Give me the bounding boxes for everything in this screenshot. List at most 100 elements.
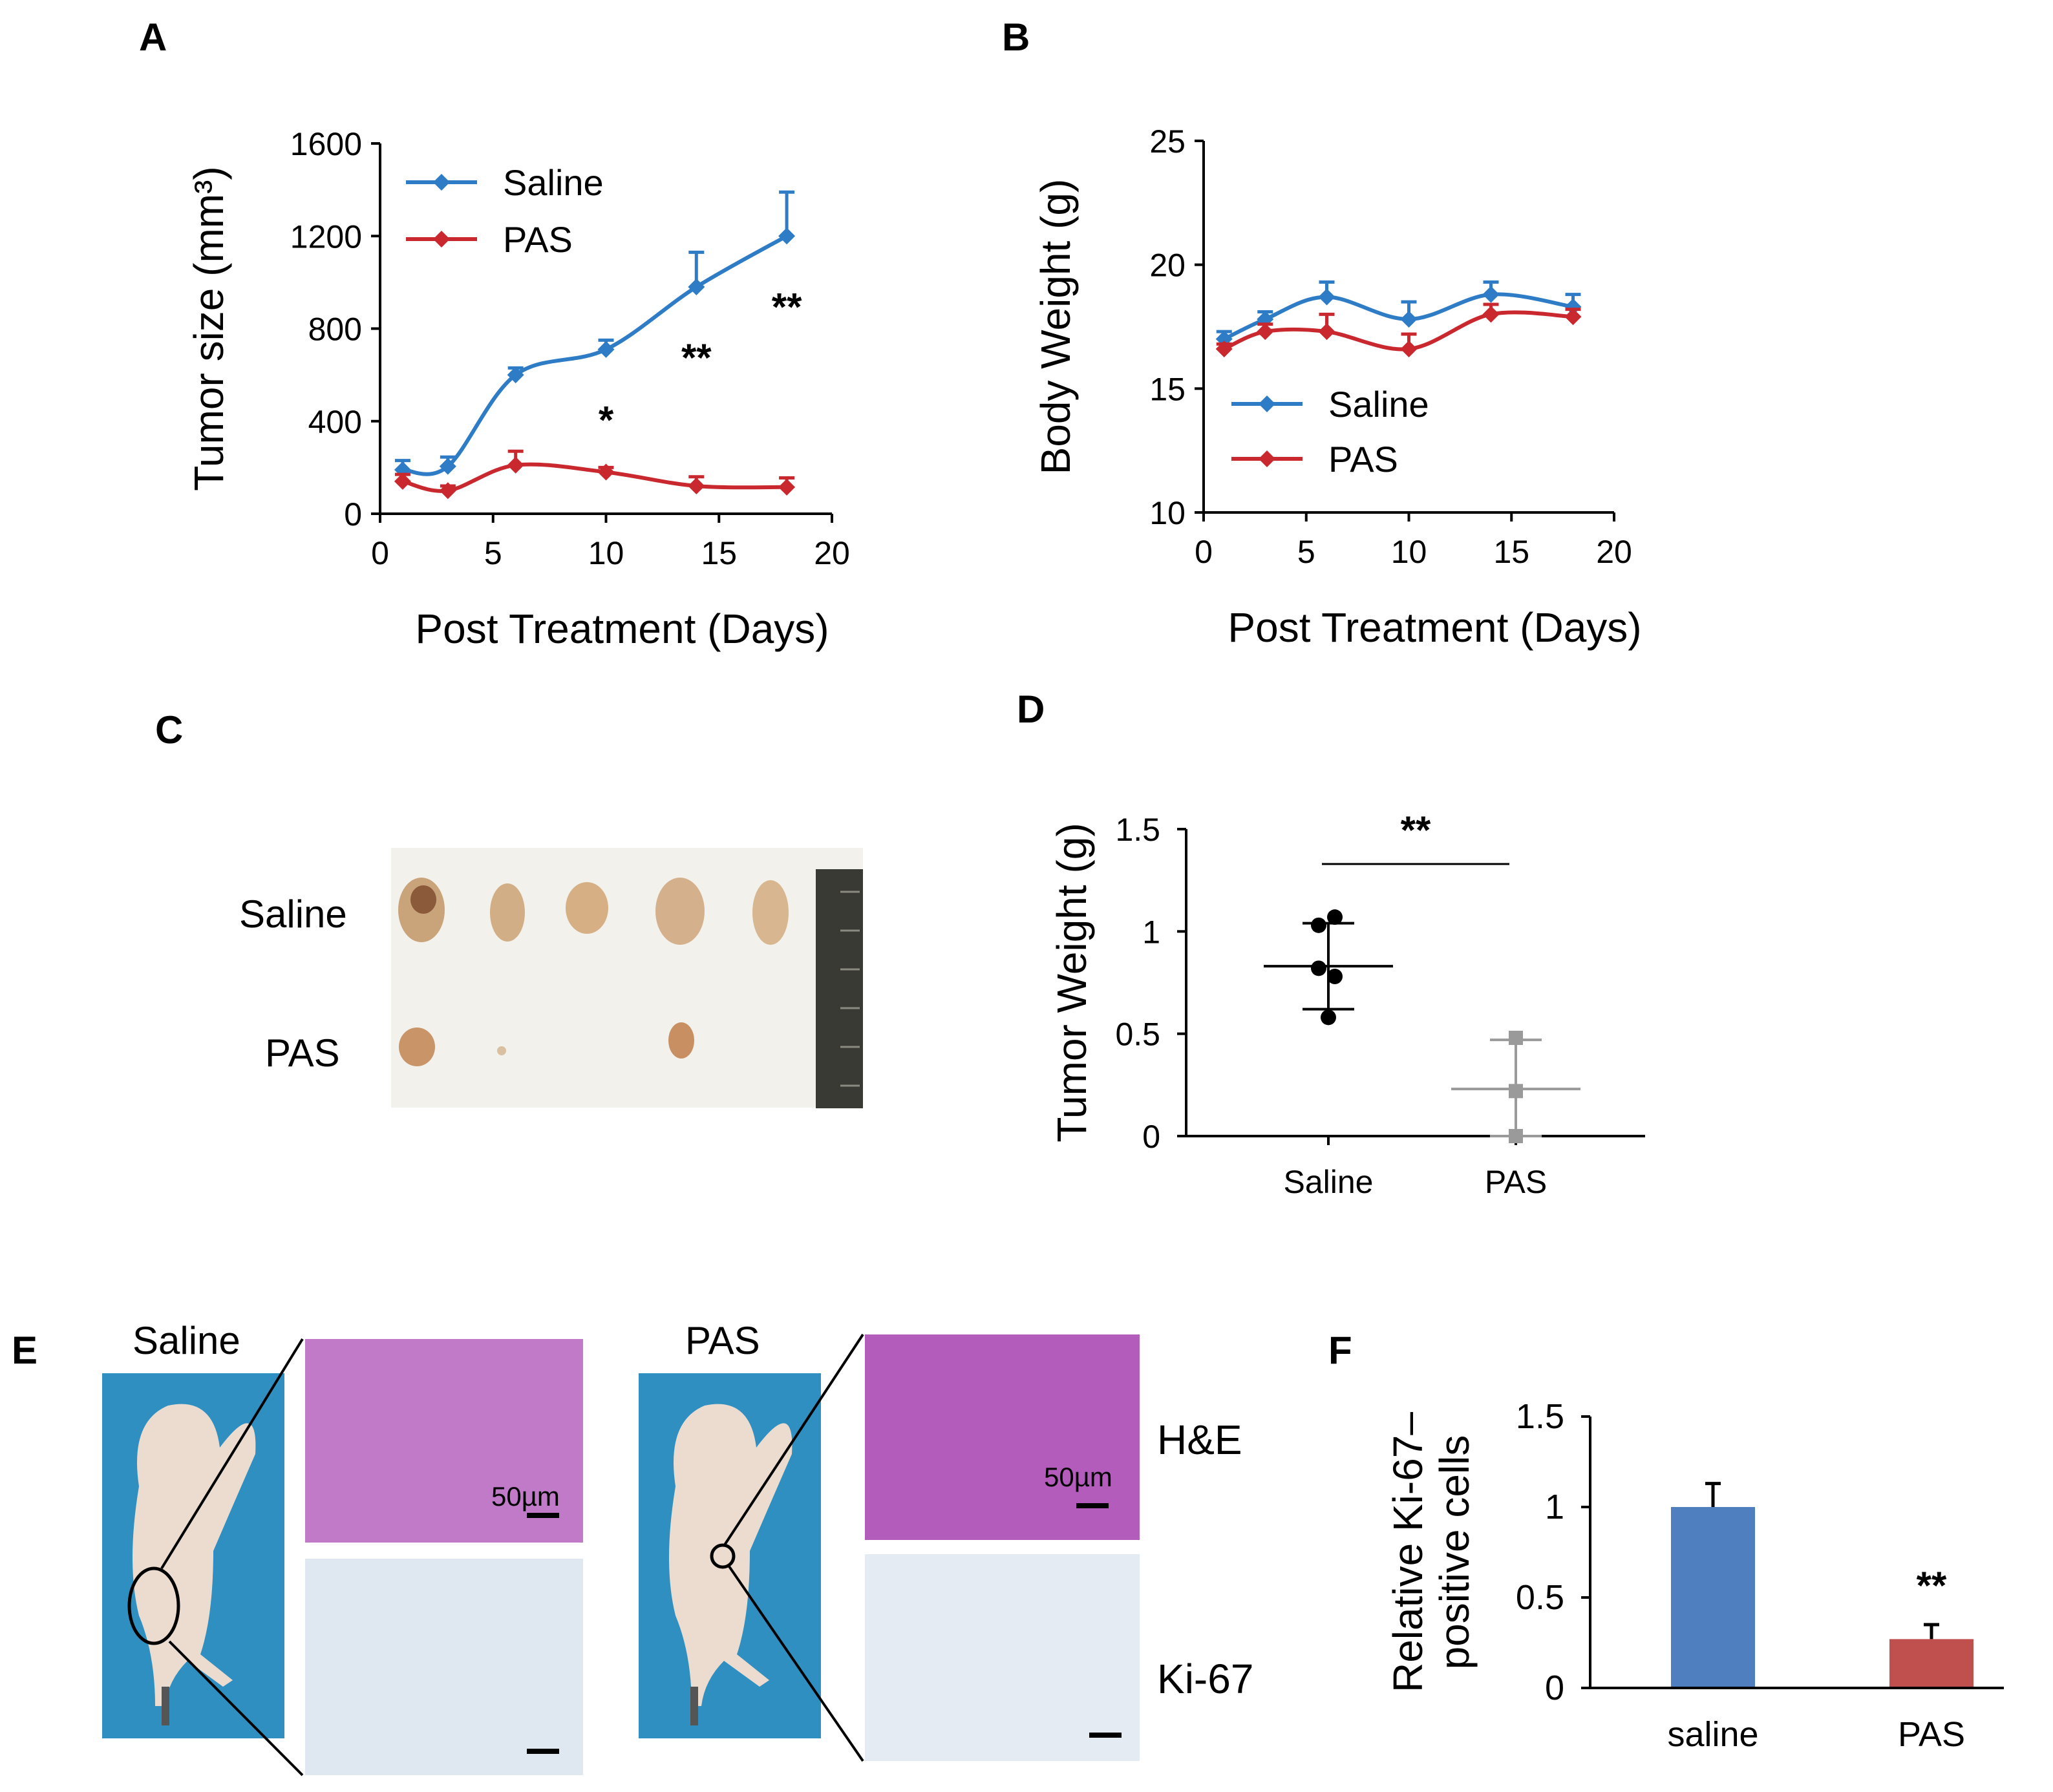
y-tick-label: 0.5 bbox=[1115, 1017, 1160, 1053]
data-point-saline bbox=[1311, 917, 1326, 933]
legend-marker-saline bbox=[433, 174, 450, 191]
legend-label-saline: Saline bbox=[1328, 384, 1429, 425]
data-point-saline bbox=[1327, 969, 1343, 984]
data-point-saline bbox=[597, 341, 615, 358]
data-point-saline bbox=[1318, 288, 1335, 306]
y-tick-label: 20 bbox=[1149, 248, 1186, 284]
x-tick-label: 10 bbox=[1391, 534, 1427, 570]
data-point-pas bbox=[1400, 341, 1418, 357]
tumor-photo-background bbox=[391, 848, 863, 1108]
y-tick-label: 1.5 bbox=[1516, 1397, 1564, 1436]
ki67-image-pas bbox=[865, 1554, 1140, 1761]
legend-marker-pas bbox=[433, 231, 450, 248]
mouse-saline-tumor-circle bbox=[127, 1566, 180, 1645]
x-axis-label: Post Treatment (Days) bbox=[415, 606, 829, 652]
mouse-pas-body bbox=[669, 1404, 792, 1706]
x-tick-label: 5 bbox=[1297, 534, 1315, 570]
x-tick-label: 5 bbox=[484, 535, 502, 571]
tumor-saline-1-dark bbox=[410, 885, 436, 914]
y-tick-label: 0 bbox=[344, 496, 362, 532]
panel-letter-c: C bbox=[155, 708, 183, 752]
data-point-saline bbox=[1482, 286, 1500, 303]
data-point-saline bbox=[507, 366, 524, 384]
chart-f-ki67: saline PAS 0 0.5 1 1.5 Relative Ki-67– positive… bbox=[1385, 1397, 2004, 1754]
scale-bar-label-pas: 50µm bbox=[1044, 1462, 1112, 1492]
histology-pas bbox=[865, 1334, 1140, 1761]
y-tick-label: 1.5 bbox=[1115, 812, 1160, 848]
data-point-pas bbox=[778, 478, 796, 496]
x-tick-label: saline bbox=[1667, 1715, 1758, 1754]
ki67-image-saline bbox=[305, 1559, 583, 1775]
x-tick-label: PAS bbox=[1485, 1164, 1547, 1200]
legend-label-saline: Saline bbox=[503, 162, 604, 203]
panel-letter-a: A bbox=[139, 16, 167, 59]
legend-marker-saline bbox=[1259, 395, 1275, 412]
ruler bbox=[816, 869, 863, 1108]
significance-marker: ** bbox=[1917, 1564, 1947, 1607]
significance-marker: ** bbox=[1401, 808, 1431, 852]
y-tick-label: 1200 bbox=[290, 218, 362, 255]
data-point-pas bbox=[1509, 1084, 1523, 1099]
mouse-saline-tail bbox=[162, 1687, 169, 1725]
x-tick-label: 20 bbox=[814, 535, 850, 571]
bar-saline bbox=[1671, 1507, 1755, 1688]
data-point-pas bbox=[439, 482, 456, 500]
mouse-saline-body bbox=[133, 1404, 256, 1706]
y-tick-label: 400 bbox=[308, 404, 362, 440]
y-axis-label: Tumor Weight (g) bbox=[1048, 823, 1095, 1142]
panel-letter-b: B bbox=[1002, 16, 1030, 59]
data-point-saline bbox=[1327, 909, 1343, 925]
y-tick-label: 0.5 bbox=[1516, 1578, 1564, 1617]
chart-d-tumor-weight: 0 0.5 1 1.5 Saline PAS Tumor Weight (g) ** bbox=[1048, 808, 1645, 1200]
y-tick-label: 10 bbox=[1149, 495, 1186, 531]
data-point-pas bbox=[1215, 341, 1233, 357]
y-tick-label: 1 bbox=[1545, 1488, 1564, 1526]
mouse-pas-tail bbox=[690, 1687, 698, 1725]
significance-marker: * bbox=[599, 399, 614, 442]
mouse-label-saline: Saline bbox=[133, 1319, 240, 1362]
tumor-row-label-pas: PAS bbox=[265, 1031, 340, 1075]
panel-letter-f: F bbox=[1328, 1329, 1352, 1372]
tumor-pas-3 bbox=[668, 1022, 694, 1059]
tumor-saline-5 bbox=[752, 880, 789, 945]
data-point-pas bbox=[1257, 323, 1274, 341]
tumor-saline-2 bbox=[490, 883, 525, 942]
tumor-row-label-saline: Saline bbox=[239, 892, 347, 936]
tumor-pas-2 bbox=[497, 1046, 506, 1055]
x-tick-label: 20 bbox=[1596, 534, 1632, 570]
ruler-ticks bbox=[840, 891, 860, 1087]
y-axis-label: Body Weight (g) bbox=[1032, 179, 1079, 475]
y-tick-label: 25 bbox=[1149, 123, 1186, 160]
mouse-label-pas: PAS bbox=[685, 1319, 760, 1362]
stain-label-ki67: Ki-67 bbox=[1157, 1656, 1253, 1702]
tumor-pas-1 bbox=[399, 1028, 435, 1066]
x-tick-label: Saline bbox=[1284, 1164, 1374, 1200]
data-point-pas bbox=[1482, 306, 1500, 323]
zoom-lines-pas bbox=[723, 1333, 864, 1762]
data-point-pas bbox=[688, 478, 705, 495]
data-point-saline bbox=[1321, 1009, 1336, 1026]
saline-tumors bbox=[398, 878, 789, 945]
x-tick-label: 10 bbox=[588, 535, 624, 571]
y-tick-label: 0 bbox=[1545, 1669, 1564, 1707]
legend-marker-pas bbox=[1259, 450, 1275, 467]
y-tick-label: 0 bbox=[1142, 1119, 1160, 1155]
data-point-saline bbox=[1400, 311, 1418, 328]
mouse-pas-tumor-circle bbox=[710, 1543, 736, 1569]
histology-saline bbox=[305, 1339, 583, 1775]
data-point-saline bbox=[439, 458, 456, 475]
y-tick-label: 1600 bbox=[290, 126, 362, 162]
y-tick-label: 800 bbox=[308, 311, 362, 348]
chart-a-tumor-size: 0 5 10 15 20 0 400 800 1200 1600 Post Treatment (D… bbox=[186, 126, 850, 652]
pas-tumors bbox=[399, 1022, 694, 1066]
panel-letter-e: E bbox=[12, 1329, 37, 1372]
data-point-pas bbox=[1509, 1031, 1523, 1045]
chart-b-body-weight: 0 5 10 15 20 10 15 20 25 Post Treatment (Days) Bod… bbox=[1032, 123, 1642, 651]
series-line-saline bbox=[402, 234, 788, 476]
tumor-photo bbox=[391, 848, 863, 1108]
tumor-saline-4 bbox=[655, 878, 705, 945]
he-image-pas bbox=[865, 1334, 1140, 1540]
data-point-pas bbox=[1509, 1129, 1523, 1143]
x-tick-label: PAS bbox=[1898, 1715, 1965, 1754]
data-point-pas bbox=[394, 472, 411, 490]
